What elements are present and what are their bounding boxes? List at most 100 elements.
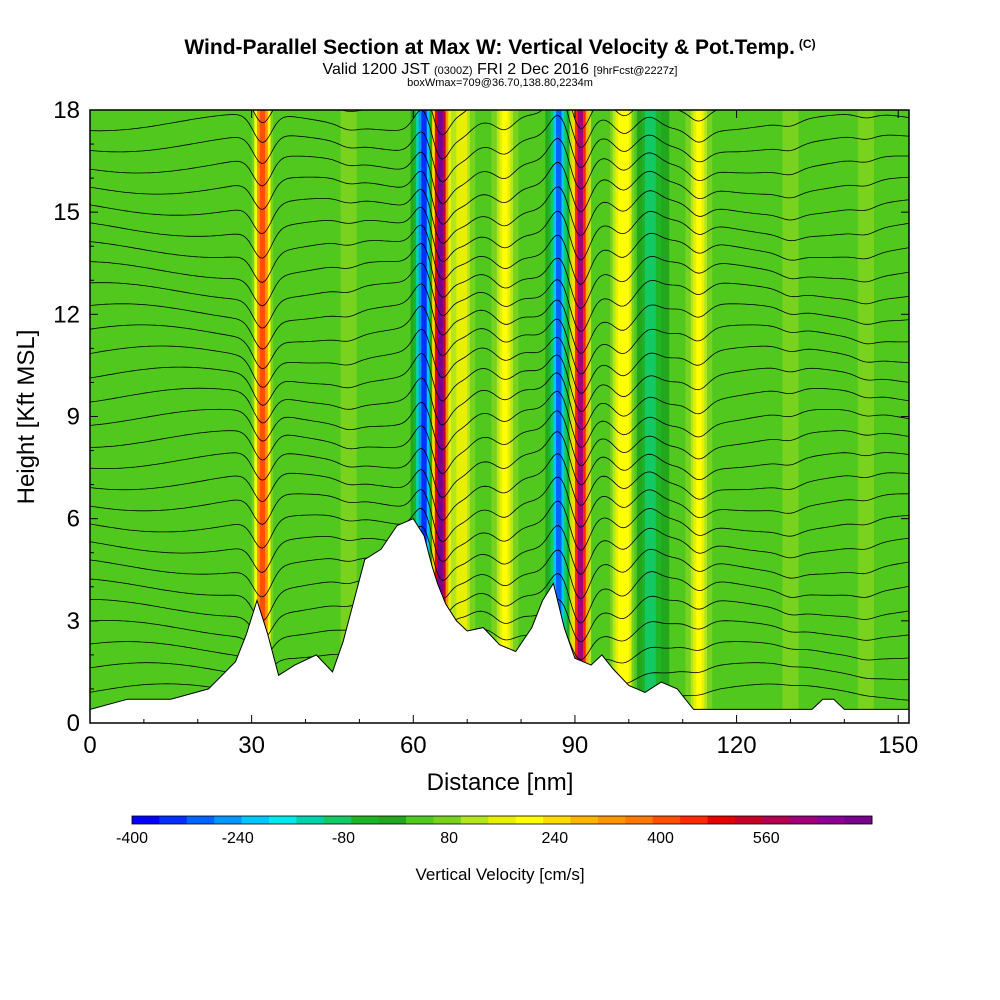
colorbar-tick-label: -80 — [332, 830, 355, 847]
field-column — [817, 110, 821, 723]
field-column — [763, 110, 767, 723]
field-column — [98, 110, 102, 723]
field-column — [529, 110, 533, 723]
field-column — [125, 110, 129, 723]
colorbar-swatch — [543, 816, 571, 824]
field-column — [771, 110, 775, 723]
field-column — [618, 110, 622, 723]
field-column — [270, 110, 274, 723]
colorbar-swatch — [844, 816, 873, 824]
field-column — [345, 110, 350, 723]
field-column — [518, 110, 522, 723]
y-tick-label: 0 — [67, 710, 80, 737]
field-column — [577, 110, 581, 723]
field-column — [661, 110, 665, 723]
field-column — [852, 110, 856, 723]
field-column — [302, 110, 307, 723]
field-column — [372, 110, 377, 723]
field-column — [639, 110, 643, 723]
isentrope-line — [90, 138, 909, 205]
field-column — [475, 110, 479, 723]
colorbar-tick-label: -400 — [116, 830, 148, 847]
field-column — [100, 110, 105, 723]
field-column — [776, 110, 781, 723]
field-column — [114, 110, 118, 723]
field-column — [865, 110, 870, 723]
field-column — [504, 110, 509, 723]
field-column — [755, 110, 759, 723]
field-column — [429, 110, 433, 723]
field-column — [327, 110, 331, 723]
field-column — [609, 110, 614, 723]
colorbar-swatch — [789, 816, 818, 824]
field-column — [588, 110, 592, 723]
field-column — [809, 110, 813, 723]
colorbar-tick-label: 400 — [647, 830, 674, 847]
field-column — [192, 110, 196, 723]
field-column — [389, 110, 393, 723]
x-tick-label: 30 — [238, 732, 265, 759]
field-column — [704, 110, 708, 723]
isentrope-line — [90, 243, 909, 309]
field-column — [230, 110, 234, 723]
field-column — [844, 110, 848, 723]
field-column — [472, 110, 476, 723]
field-column — [838, 110, 843, 723]
isentrope-line — [90, 352, 909, 413]
y-tick-label: 18 — [53, 97, 80, 124]
field-column — [623, 110, 627, 723]
field-column — [706, 110, 711, 723]
field-column — [671, 110, 676, 723]
field-column — [286, 110, 290, 723]
field-column — [547, 110, 552, 723]
field-column — [329, 110, 334, 723]
field-column — [370, 110, 374, 723]
field-column — [583, 110, 587, 723]
field-column — [634, 110, 638, 723]
field-column — [437, 110, 441, 723]
field-column — [733, 110, 738, 723]
field-column — [644, 110, 649, 723]
field-column — [151, 110, 156, 723]
field-column — [580, 110, 584, 723]
field-column — [666, 110, 670, 723]
field-column — [615, 110, 619, 723]
field-column — [537, 110, 541, 723]
field-column — [181, 110, 185, 723]
field-column — [636, 110, 641, 723]
field-column — [343, 110, 347, 723]
field-column — [216, 110, 220, 723]
field-column — [564, 110, 568, 723]
field-column — [717, 110, 722, 723]
colorbar-swatch — [680, 816, 708, 824]
field-column — [186, 110, 191, 723]
field-column — [561, 110, 565, 723]
field-column — [798, 110, 802, 723]
field-column — [378, 110, 382, 723]
field-column — [173, 110, 177, 723]
field-column — [701, 110, 705, 723]
field-column — [197, 110, 202, 723]
field-column — [432, 110, 436, 723]
colorbar-label: Vertical Velocity [cm/s] — [415, 865, 584, 884]
colorbar-swatch — [269, 816, 297, 824]
field-column — [383, 110, 387, 723]
field-column — [890, 110, 894, 723]
field-column — [200, 110, 204, 723]
field-column — [219, 110, 223, 723]
field-column — [871, 110, 875, 723]
field-column — [297, 110, 301, 723]
colorbar-swatch — [817, 816, 845, 824]
colorbar-swatch — [762, 816, 791, 824]
field-column — [841, 110, 845, 723]
field-column — [335, 110, 339, 723]
isentrope-line — [90, 606, 909, 661]
field-column — [464, 110, 468, 723]
field-column — [828, 110, 832, 723]
field-column — [752, 110, 757, 723]
field-column — [459, 110, 463, 723]
field-column — [205, 110, 210, 723]
field-column — [162, 110, 167, 723]
field-column — [574, 110, 579, 723]
field-column — [494, 110, 498, 723]
